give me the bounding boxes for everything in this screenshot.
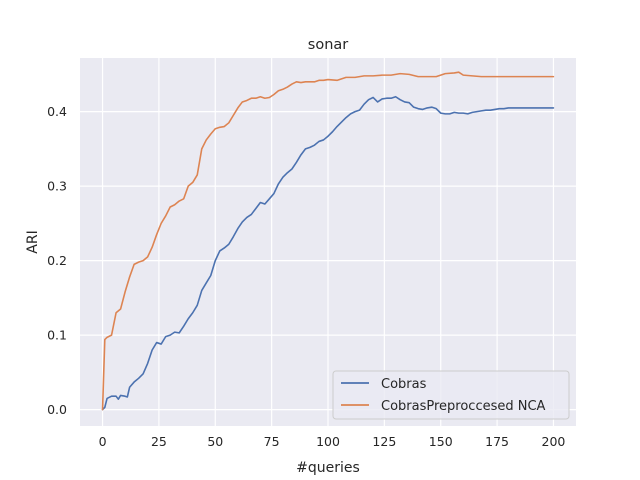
- y-tick-label: 0.3: [47, 179, 67, 194]
- x-tick-label: 100: [316, 434, 340, 449]
- y-axis-label: ARI: [25, 230, 41, 253]
- legend: Cobras CobrasPreproccesed NCA: [332, 370, 570, 420]
- y-tick-label: 0.4: [47, 104, 67, 119]
- legend-box: [332, 370, 570, 420]
- y-tick-label: 0.1: [47, 328, 67, 343]
- x-tick-label: 200: [542, 434, 566, 449]
- legend-label-cobras: Cobras: [381, 377, 427, 392]
- x-tick-label: 75: [264, 434, 280, 449]
- x-axis-label: #queries: [296, 460, 360, 476]
- x-tick-label: 125: [372, 434, 396, 449]
- ticks: 0 25 50 75 100 125 150 175 200 0.0 0.1 0.2 0.3 0.4: [47, 104, 565, 449]
- x-tick-label: 0: [99, 434, 107, 449]
- series-line-cobras: [101, 95, 555, 411]
- x-tick-label: 175: [485, 434, 509, 449]
- chart-title: sonar: [308, 37, 349, 53]
- y-tick-label: 0.0: [47, 402, 67, 417]
- x-tick-label: 25: [151, 434, 167, 449]
- legend-label-cobras-nca: CobrasPreproccesed NCA: [381, 399, 546, 414]
- series-layer: [101, 71, 555, 411]
- series-line-cobras-nca: [101, 71, 555, 411]
- x-tick-label: 50: [207, 434, 223, 449]
- x-tick-label: 150: [429, 434, 453, 449]
- y-tick-label: 0.2: [47, 253, 67, 268]
